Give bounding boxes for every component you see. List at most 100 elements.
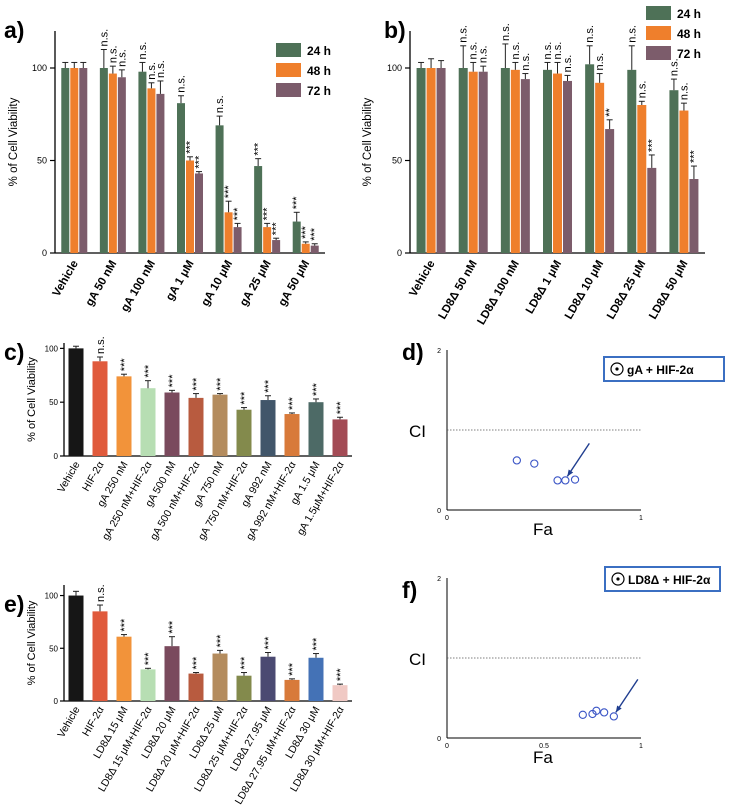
- y-tick-label: 2: [437, 348, 441, 355]
- x-tick-label: 0: [445, 515, 449, 522]
- significance-label: ***: [688, 149, 700, 163]
- significance-label: ***: [239, 391, 251, 405]
- significance-label: n.s.: [594, 53, 606, 71]
- ci-point: [553, 476, 562, 485]
- significance-label: n.s.: [626, 25, 638, 43]
- significance-label: ***: [263, 379, 275, 393]
- significance-label: ***: [194, 155, 206, 169]
- significance-label: n.s.: [478, 45, 490, 63]
- significance-label: n.s.: [95, 584, 107, 602]
- significance-label: n.s.: [542, 42, 554, 60]
- legend-marker-dot: [615, 367, 619, 371]
- significance-label: ***: [191, 656, 203, 670]
- significance-label: ***: [311, 637, 323, 651]
- significance-label: ***: [232, 207, 244, 221]
- significance-label: ***: [143, 652, 155, 666]
- significance-label: **: [604, 108, 616, 117]
- bar-a-2-5: [272, 240, 281, 253]
- arrow-head: [615, 705, 622, 713]
- ci-point: [609, 712, 618, 721]
- ci-point: [578, 710, 587, 719]
- significance-label: n.s.: [668, 58, 680, 76]
- bar-b-0-1: [458, 68, 468, 253]
- bar-b-1-1: [468, 71, 478, 253]
- y-tick-label: 0: [397, 248, 402, 258]
- significance-label: ***: [167, 620, 179, 634]
- bar-c-11: [332, 419, 348, 456]
- significance-label: n.s.: [468, 42, 480, 60]
- legend-label: LD8Δ + HIF-2α: [628, 573, 711, 587]
- bar-e-5: [188, 673, 204, 701]
- significance-label: n.s.: [214, 95, 226, 113]
- bar-a-0-4: [215, 125, 224, 253]
- x-axis-title: Fa: [533, 748, 553, 767]
- category-label: Vehicle: [55, 704, 82, 739]
- x-tick-label: 1: [639, 743, 643, 750]
- panel-label-a: a): [4, 17, 24, 43]
- bar-b-2-6: [689, 179, 699, 253]
- bar-e-9: [284, 679, 300, 701]
- chart-d: d) 0 2 0 1 CI Fa gA + HIF-2α: [402, 339, 725, 539]
- y-tick-label: 0: [54, 452, 59, 461]
- bar-b-1-6: [679, 110, 689, 253]
- bar-a-2-1: [117, 77, 126, 253]
- bar-c-1: [92, 361, 108, 456]
- legend-label-1: 48 h: [307, 64, 331, 78]
- bar-b-1-3: [553, 73, 562, 253]
- arrow-line: [615, 679, 639, 713]
- ci-point: [512, 456, 521, 465]
- significance-label: ***: [262, 207, 274, 221]
- y-tick-label: 2: [437, 576, 441, 583]
- bar-a-0-3: [177, 103, 185, 254]
- significance-label: n.s.: [98, 29, 110, 47]
- significance-label: ***: [311, 382, 323, 396]
- bar-c-4: [164, 392, 180, 456]
- significance-label: n.s.: [510, 42, 522, 60]
- category-label: gA 1 μM: [164, 259, 197, 303]
- bar-b-1-5: [637, 105, 647, 253]
- significance-label: ***: [309, 227, 321, 241]
- arrow-line: [566, 443, 590, 477]
- category-label: LD8Δ 50 μM: [647, 259, 690, 322]
- significance-label: ***: [215, 634, 227, 648]
- significance-label: ***: [287, 662, 299, 676]
- legend-swatch-1: [646, 26, 671, 40]
- significance-label: n.s.: [458, 25, 470, 43]
- significance-label: n.s.: [500, 23, 512, 41]
- panel-label-e: e): [4, 591, 24, 617]
- ci-point: [570, 475, 580, 484]
- ci-point: [592, 706, 601, 715]
- category-label: LD8Δ 10 μM: [563, 259, 606, 322]
- y-axis-title: CI: [409, 422, 426, 441]
- category-label: LD8Δ 100 nM: [475, 259, 521, 328]
- bar-c-3: [140, 388, 156, 456]
- bar-b-0-5: [627, 69, 637, 253]
- significance-label: n.s.: [678, 82, 690, 100]
- legend-swatch-0: [646, 6, 671, 20]
- y-tick-label: 100: [387, 63, 402, 73]
- bar-e-2: [116, 636, 132, 701]
- legend-label: gA + HIF-2α: [627, 363, 694, 377]
- bar-a-0-6: [292, 221, 301, 253]
- bar-b-0-4: [585, 64, 595, 253]
- significance-label: ***: [263, 636, 275, 650]
- legend-label-2: 72 h: [677, 47, 701, 61]
- category-label: gA 100 nM: [119, 259, 158, 314]
- category-label: LD8Δ 25 μM: [605, 259, 648, 322]
- significance-label: ***: [167, 374, 179, 388]
- category-label: Vehicle: [51, 259, 81, 299]
- bar-e-10: [308, 657, 324, 701]
- significance-label: ***: [223, 185, 235, 199]
- significance-label: ***: [335, 401, 347, 415]
- significance-label: ***: [253, 142, 265, 156]
- legend-marker-icon: [610, 362, 624, 376]
- category-label: gA 50 nM: [84, 259, 120, 309]
- legend-swatch-2: [276, 83, 301, 97]
- bar-a-1-1: [108, 73, 117, 253]
- panel-label-d: d): [402, 339, 424, 365]
- category-label: Vehicle: [55, 459, 82, 494]
- bar-b-2-4: [605, 129, 615, 253]
